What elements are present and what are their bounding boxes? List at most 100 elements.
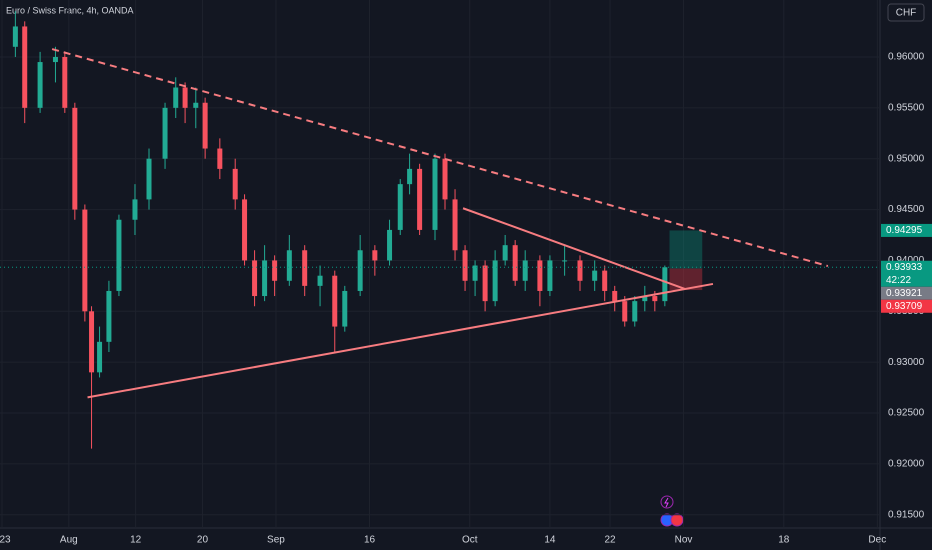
candle-body bbox=[82, 209, 88, 312]
y-tick-label: 0.94500 bbox=[888, 204, 925, 215]
icon bbox=[664, 497, 669, 508]
candle-body bbox=[317, 275, 323, 286]
candle-body bbox=[407, 168, 413, 185]
price-label-box bbox=[881, 286, 932, 300]
candle-body bbox=[472, 265, 478, 281]
candle-body bbox=[642, 296, 648, 302]
candle-body bbox=[577, 260, 583, 281]
price-label-box bbox=[881, 223, 932, 237]
candle-body bbox=[632, 301, 638, 322]
candle-body bbox=[622, 301, 628, 322]
trendline bbox=[462, 207, 686, 290]
price-label: 0.94295 bbox=[886, 225, 923, 236]
currency-box[interactable] bbox=[887, 3, 925, 22]
y-tick-label: 0.96000 bbox=[888, 52, 925, 63]
icon[interactable] bbox=[660, 495, 674, 509]
candle-body bbox=[202, 102, 208, 149]
x-tick-label: 23 bbox=[0, 535, 11, 546]
candle-body bbox=[397, 184, 403, 230]
candle-body bbox=[372, 250, 378, 261]
icon[interactable] bbox=[670, 513, 684, 527]
x-tick-label: 16 bbox=[364, 535, 376, 546]
trendline bbox=[51, 48, 829, 267]
y-tick-label: 0.95500 bbox=[888, 102, 925, 113]
price-label-countdown: 42:22 bbox=[886, 275, 911, 286]
x-tick-label: Sep bbox=[267, 535, 285, 546]
x-tick-label: 20 bbox=[197, 535, 209, 546]
y-tick-label: 0.94000 bbox=[888, 255, 925, 266]
price-label: 0.93933 bbox=[886, 262, 923, 273]
plot bbox=[0, 0, 880, 528]
candle-body bbox=[232, 168, 238, 200]
candle-body bbox=[522, 260, 528, 281]
candle-body bbox=[502, 245, 508, 261]
candle-body bbox=[193, 102, 199, 108]
candle-body bbox=[332, 275, 338, 327]
x-tick-label: Oct bbox=[462, 535, 478, 546]
x-tick-label: 12 bbox=[130, 535, 142, 546]
currency[interactable]: CHF bbox=[896, 8, 917, 19]
candle-body bbox=[492, 260, 498, 302]
candle-body bbox=[217, 148, 223, 169]
candle-body bbox=[242, 199, 248, 261]
x-tick-label: Dec bbox=[868, 535, 886, 546]
candle-body bbox=[547, 260, 553, 291]
x-tick-label: 18 bbox=[778, 535, 790, 546]
candle-body bbox=[272, 260, 278, 281]
chart-title: Euro / Swiss Franc, 4h, OANDA bbox=[6, 5, 134, 15]
y-tick-label: 0.93000 bbox=[888, 357, 925, 368]
candle-body bbox=[602, 270, 608, 291]
trendline bbox=[87, 282, 714, 399]
x-tick-label: Aug bbox=[60, 535, 78, 546]
x-tick-label: 14 bbox=[544, 535, 556, 546]
candle-body bbox=[132, 199, 138, 220]
candle-body bbox=[537, 260, 543, 291]
candle-body bbox=[106, 290, 112, 342]
candle-body bbox=[562, 260, 568, 262]
candle-body bbox=[173, 87, 179, 108]
y-tick-label: 0.95000 bbox=[888, 153, 925, 164]
price-label: 0.93709 bbox=[886, 301, 923, 312]
y-tick-label: 0.92500 bbox=[888, 408, 925, 419]
candle-body bbox=[652, 296, 658, 302]
candle-body bbox=[89, 311, 95, 373]
candle-body bbox=[12, 26, 18, 47]
candle-body bbox=[37, 62, 43, 108]
y-tick-label: 0.92000 bbox=[888, 459, 925, 470]
candle-body bbox=[662, 267, 668, 302]
position-stop bbox=[669, 268, 703, 291]
candle-body bbox=[512, 245, 518, 281]
candle-body bbox=[146, 158, 152, 200]
candle-body bbox=[417, 168, 423, 230]
candle-body bbox=[592, 270, 598, 281]
candle-body bbox=[462, 250, 468, 281]
candle-body bbox=[97, 341, 103, 373]
position-target bbox=[669, 230, 703, 269]
candle-body bbox=[62, 56, 68, 108]
candle-body bbox=[387, 229, 393, 261]
candle-body bbox=[442, 158, 448, 200]
candle-body bbox=[357, 250, 363, 291]
y-tick-label: 0.91500 bbox=[888, 509, 925, 520]
candle-body bbox=[262, 260, 268, 297]
candle-body bbox=[72, 107, 78, 210]
price-label-box bbox=[881, 299, 932, 313]
candle-body bbox=[612, 290, 618, 302]
candle-body bbox=[432, 158, 438, 230]
candle-body bbox=[182, 87, 188, 108]
indicator-icons bbox=[660, 495, 684, 527]
price-label: 0.93921 bbox=[886, 288, 923, 299]
candle-body bbox=[302, 250, 308, 286]
candle-body bbox=[52, 56, 58, 63]
x-tick-label: Nov bbox=[675, 535, 693, 546]
candle-body bbox=[162, 107, 168, 159]
candle-body bbox=[252, 260, 258, 297]
candle-body bbox=[116, 219, 122, 291]
candle-body bbox=[22, 26, 28, 108]
candle-body bbox=[342, 290, 348, 327]
candle-body bbox=[286, 250, 292, 281]
candle-body bbox=[452, 199, 458, 251]
x-tick-label: 22 bbox=[604, 535, 616, 546]
candle-body bbox=[482, 265, 488, 302]
